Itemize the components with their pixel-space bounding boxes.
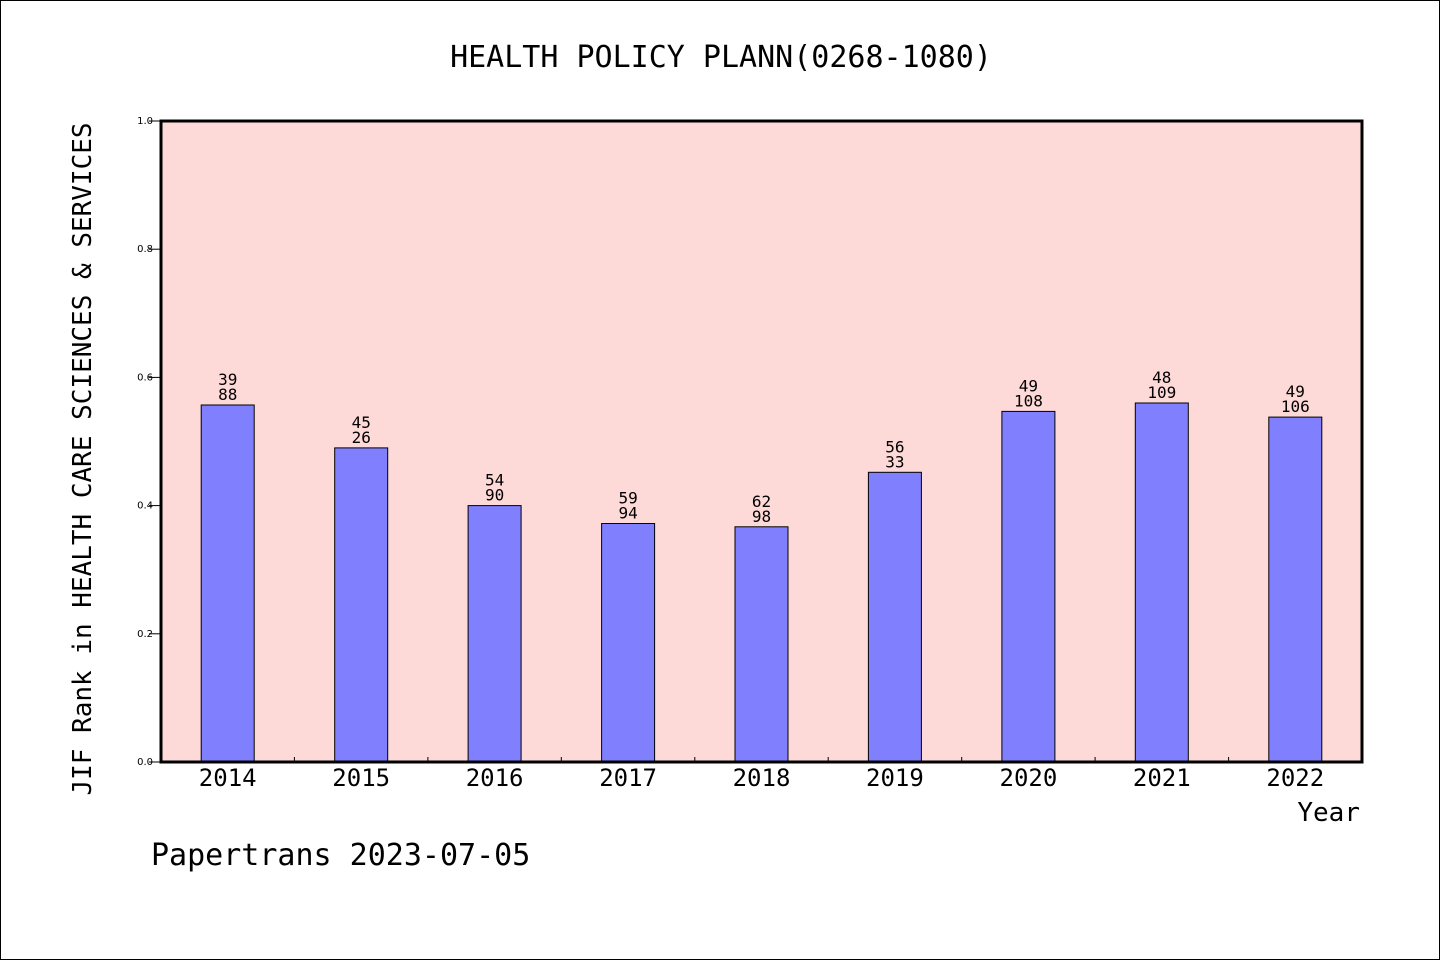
- bar-2017: [601, 523, 656, 763]
- bar-label-total: 108: [1014, 391, 1043, 410]
- bar-2015: [334, 447, 389, 763]
- x-tick-label: 2021: [1133, 764, 1191, 792]
- bar-label-rank: 49: [1019, 376, 1038, 395]
- bar-2019: [867, 471, 922, 763]
- bar-2018: [734, 526, 789, 763]
- x-tick-label: 2018: [733, 764, 791, 792]
- bar-label-rank: 45: [352, 413, 371, 432]
- y-tick-label: 0.2: [137, 629, 153, 640]
- x-axis-title: Year: [1297, 798, 1360, 828]
- bar-label-total: 94: [618, 504, 637, 523]
- x-tick-label: 2019: [866, 764, 924, 792]
- bar-label-rank: 54: [485, 471, 504, 490]
- y-axis-title: JIF Rank in HEALTH CARE SCIENCES & SERVI…: [68, 122, 98, 795]
- bar-2016: [467, 505, 522, 763]
- bar-label-rank: 62: [752, 492, 771, 511]
- y-tick-label: 0.0: [137, 757, 153, 768]
- bar-label-total: 98: [752, 507, 771, 526]
- x-tick-label: 2017: [599, 764, 657, 792]
- bar-2014: [200, 404, 255, 763]
- bar-2022: [1268, 416, 1323, 763]
- bar-label-rank: 59: [618, 489, 637, 508]
- y-tick-label: 0.6: [137, 372, 153, 383]
- bar-label-total: 106: [1281, 397, 1310, 416]
- y-tick-label: 1.0: [137, 116, 153, 127]
- x-tick-label: 2015: [332, 764, 390, 792]
- bar-label-total: 88: [218, 385, 237, 404]
- bar-2021: [1134, 402, 1189, 763]
- x-tick-label: 2022: [1266, 764, 1324, 792]
- plot-frame: [159, 119, 1364, 764]
- bar-label-total: 33: [885, 452, 904, 471]
- x-tick-label: 2016: [466, 764, 524, 792]
- bar-label-total: 26: [352, 428, 371, 447]
- bar-label-rank: 48: [1152, 368, 1171, 387]
- bar-label-total: 109: [1147, 383, 1176, 402]
- watermark-text: Papertrans 2023-07-05: [151, 838, 530, 873]
- x-tick-label: 2014: [199, 764, 257, 792]
- x-tick-label: 2020: [1000, 764, 1058, 792]
- bar-2020: [1001, 410, 1056, 763]
- x-axis: 2014 2015 2016 2017 2018 2019 2020 2021 2022: [199, 757, 1324, 792]
- bars-group: [200, 402, 1323, 763]
- bar-label-rank: 49: [1286, 382, 1305, 401]
- bar-label-total: 90: [485, 486, 504, 505]
- y-tick-label: 0.4: [137, 501, 153, 512]
- bar-label-rank: 56: [885, 437, 904, 456]
- y-tick-label: 0.8: [137, 244, 153, 255]
- chart-title: HEALTH POLICY PLANN(0268-1080): [450, 40, 992, 75]
- y-axis: 0.0 0.2 0.4 0.6 0.8 1.0: [137, 116, 161, 768]
- bar-label-rank: 39: [218, 370, 237, 389]
